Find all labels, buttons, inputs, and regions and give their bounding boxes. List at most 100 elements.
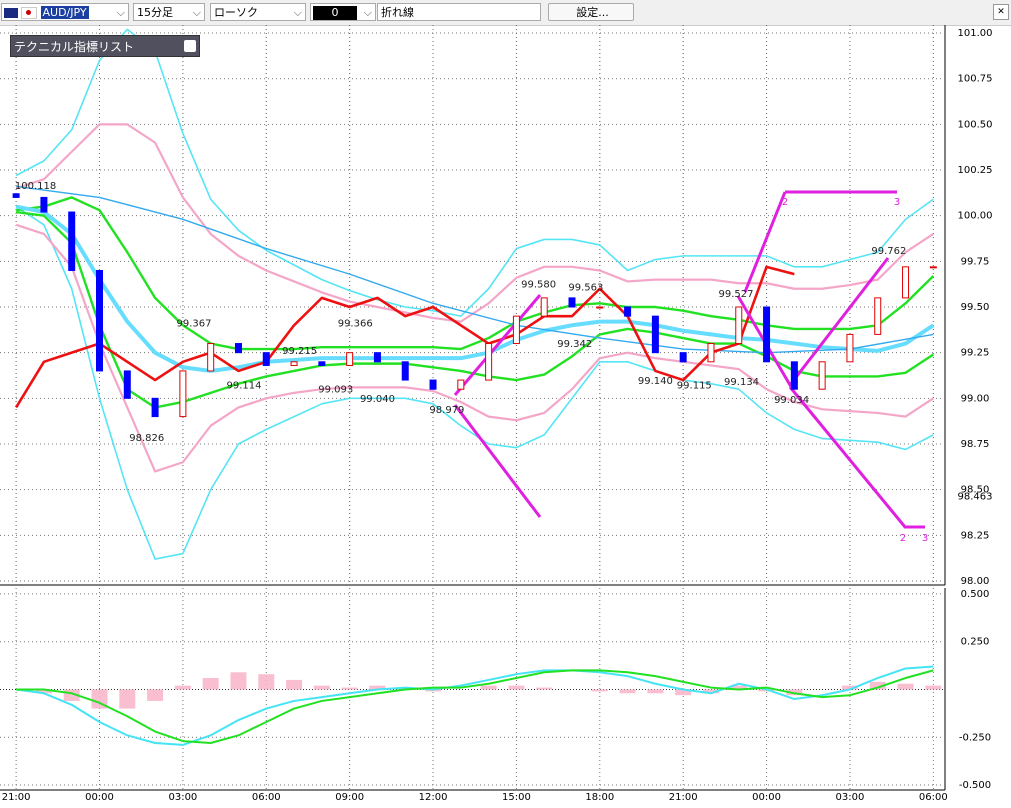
y-tick-label: -0.500 <box>959 780 991 791</box>
wave-line <box>453 404 542 518</box>
x-tick-label: 00:00 <box>85 792 114 803</box>
price-label: 99.563 <box>568 283 603 294</box>
y-tick-label: 100.25 <box>958 165 993 176</box>
wave-label: 3 <box>894 197 900 208</box>
candle-body <box>179 370 187 418</box>
histogram-bar <box>675 689 692 696</box>
price-label: 100.118 <box>15 181 56 192</box>
indicator-line <box>15 665 934 746</box>
style-select[interactable]: ローソク ⌵ <box>210 3 306 21</box>
histogram-bar <box>702 689 719 694</box>
y-tick-label: 98.75 <box>961 439 990 450</box>
histogram-bar <box>174 685 191 690</box>
candle-body <box>96 269 104 372</box>
y-tick-label: 99.75 <box>961 256 990 267</box>
settings-label: 設定... <box>576 6 609 19</box>
indicator-line <box>15 205 934 560</box>
color-select[interactable]: 0 ⌵ <box>310 3 376 21</box>
candle-body <box>902 266 910 299</box>
y-tick-label: 98.00 <box>961 576 990 587</box>
histogram-bar <box>258 674 275 690</box>
histogram-bar <box>536 687 553 690</box>
panel-toggle[interactable] <box>184 40 196 52</box>
price-label: 99.342 <box>557 339 592 350</box>
wave-lines <box>453 190 925 529</box>
candle-body <box>151 397 159 418</box>
candle-body <box>234 343 242 354</box>
candle-body <box>540 297 548 317</box>
price-label: 99.115 <box>677 380 712 391</box>
candle-body <box>12 193 20 198</box>
histogram-bar <box>647 689 664 694</box>
chart-style: ローソク <box>214 6 258 19</box>
chart: 2 3 2 3 98.00 98.25 98.50 98.75 99.00 99.25 99… <box>0 25 993 803</box>
candle-body <box>346 352 354 366</box>
line-style-select[interactable]: 折れ線 <box>377 3 541 21</box>
indicator-line <box>15 223 934 473</box>
symbol: AUD/JPY <box>40 6 89 19</box>
candle-body <box>846 333 854 363</box>
price-label: 99.580 <box>521 279 556 290</box>
price-label: 99.366 <box>338 318 373 329</box>
x-tick-label: 06:00 <box>252 792 281 803</box>
y-tick-label: 98.25 <box>961 530 990 541</box>
price-label: 99.114 <box>227 381 262 392</box>
candle-body <box>429 379 437 390</box>
histogram-bar <box>841 685 858 690</box>
x-tick-label: 03:00 <box>168 792 197 803</box>
candle-body <box>790 361 798 390</box>
y-tick-label: 100.50 <box>958 119 993 130</box>
price-label: 99.040 <box>360 394 395 405</box>
symbol-select[interactable]: AUD/JPY ⌵ <box>1 3 129 21</box>
indicator-panel-title: テクニカル指標リスト <box>14 40 135 54</box>
settings-button[interactable]: 設定... <box>548 3 634 21</box>
histogram-bar <box>119 689 136 709</box>
current-price-label: 98.463 <box>958 491 993 502</box>
candle-body <box>207 343 215 372</box>
histogram-bar <box>869 681 886 690</box>
indicator-panel[interactable]: テクニカル指標リスト <box>10 35 200 57</box>
histogram-bar <box>730 685 747 690</box>
x-tick-label: 12:00 <box>419 792 448 803</box>
y-tick-label: 101.00 <box>958 28 993 39</box>
candle-body <box>318 361 326 366</box>
wave-label: 3 <box>922 533 928 544</box>
histogram-bar <box>35 689 52 694</box>
indicator-line <box>16 669 934 744</box>
histogram-bar <box>925 685 942 690</box>
y-tick-label: -0.250 <box>959 732 991 743</box>
indicator-line <box>16 185 934 354</box>
y-tick-label: 100.75 <box>958 74 993 85</box>
candle-body <box>707 343 715 363</box>
close-button[interactable]: ✕ <box>993 4 1009 20</box>
histogram-bar <box>619 689 636 694</box>
y-tick-label: 99.25 <box>961 348 990 359</box>
price-label: 99.527 <box>718 289 753 300</box>
color-box: 0 <box>313 6 357 20</box>
histogram-bar <box>63 689 80 701</box>
indicator-line <box>15 123 934 323</box>
x-tick-label: 06:00 <box>919 792 948 803</box>
histogram-bar <box>286 679 303 690</box>
candle-body <box>290 361 298 366</box>
candle-body <box>457 379 465 390</box>
x-tick-label: 09:00 <box>335 792 364 803</box>
y-tick-label: 0.500 <box>961 589 990 600</box>
price-label: 99.215 <box>282 346 317 357</box>
wave-label: 2 <box>782 197 788 208</box>
x-tick-label: 21:00 <box>669 792 698 803</box>
y-tick-label: 99.00 <box>961 393 990 404</box>
timeframe-select[interactable]: 15分足 ⌵ <box>133 3 205 21</box>
histogram-bar <box>508 685 525 690</box>
candle-body <box>624 306 632 317</box>
candle-body <box>373 352 381 363</box>
histogram-bar <box>897 683 914 690</box>
candle-body <box>485 343 493 381</box>
histogram-bar <box>480 685 497 690</box>
wave-line <box>736 257 890 388</box>
candle-body <box>401 361 409 381</box>
price-label: 99.093 <box>318 384 353 395</box>
indicator-line <box>15 204 935 373</box>
wave-label: 2 <box>900 533 906 544</box>
y-tick-label: 98.50 <box>961 485 990 496</box>
